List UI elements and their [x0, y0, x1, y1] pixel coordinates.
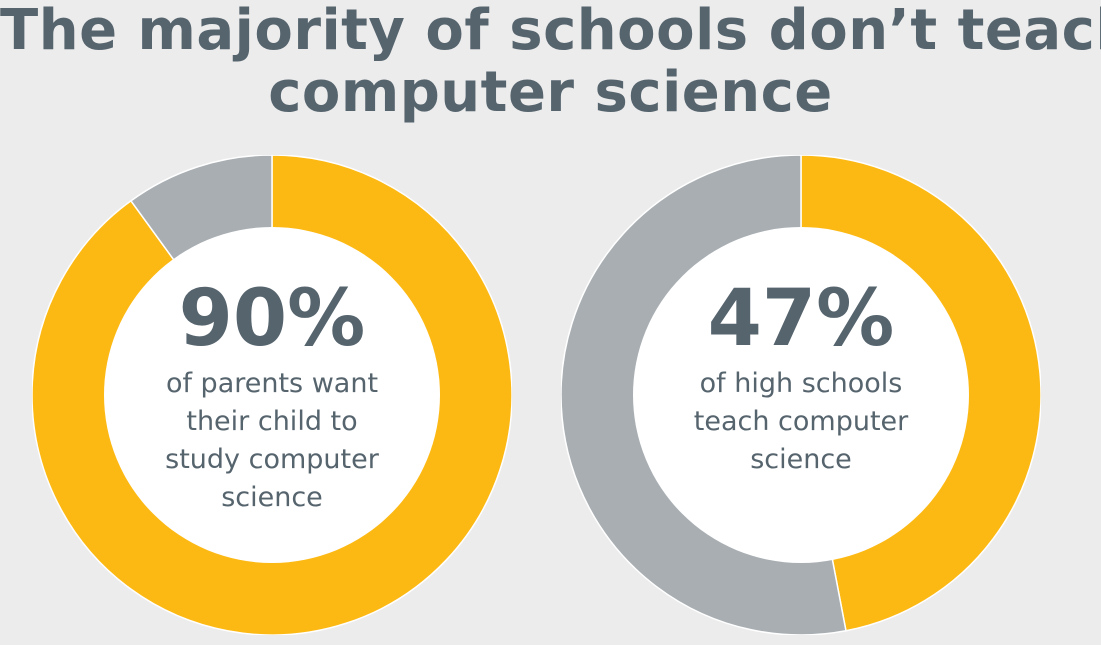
donut-label-high-schools: 47% of high schools teach computer scien… [641, 277, 961, 479]
page-title: The majority of schools don’t teach comp… [0, 0, 1101, 124]
stat-caption-line: science [221, 482, 323, 513]
stat-caption-line: science [750, 444, 852, 475]
stat-value-parents: 90% [178, 274, 366, 364]
stat-caption-line: of high schools [699, 368, 903, 399]
donut-svg-parents [32, 155, 512, 635]
title-line-1: The majority of schools don’t teach [0, 0, 1101, 63]
stat-value-high-schools: 47% [707, 274, 895, 364]
donut-chart-parents: 90% of parents want their child to study… [32, 155, 512, 635]
donut-label-parents: 90% of parents want their child to study… [112, 277, 432, 517]
title-line-2: computer science [268, 60, 833, 125]
stat-caption-line: of parents want [165, 368, 379, 399]
stat-caption-line: teach computer [693, 406, 909, 437]
donut-chart-high-schools: 47% of high schools teach computer scien… [561, 155, 1041, 635]
donut-svg-high-schools [561, 155, 1041, 635]
stat-caption-line: study computer [165, 444, 379, 475]
stat-caption-line: their child to [186, 406, 358, 437]
donut-center-high-schools [633, 227, 969, 563]
donut-center-parents [104, 227, 440, 563]
